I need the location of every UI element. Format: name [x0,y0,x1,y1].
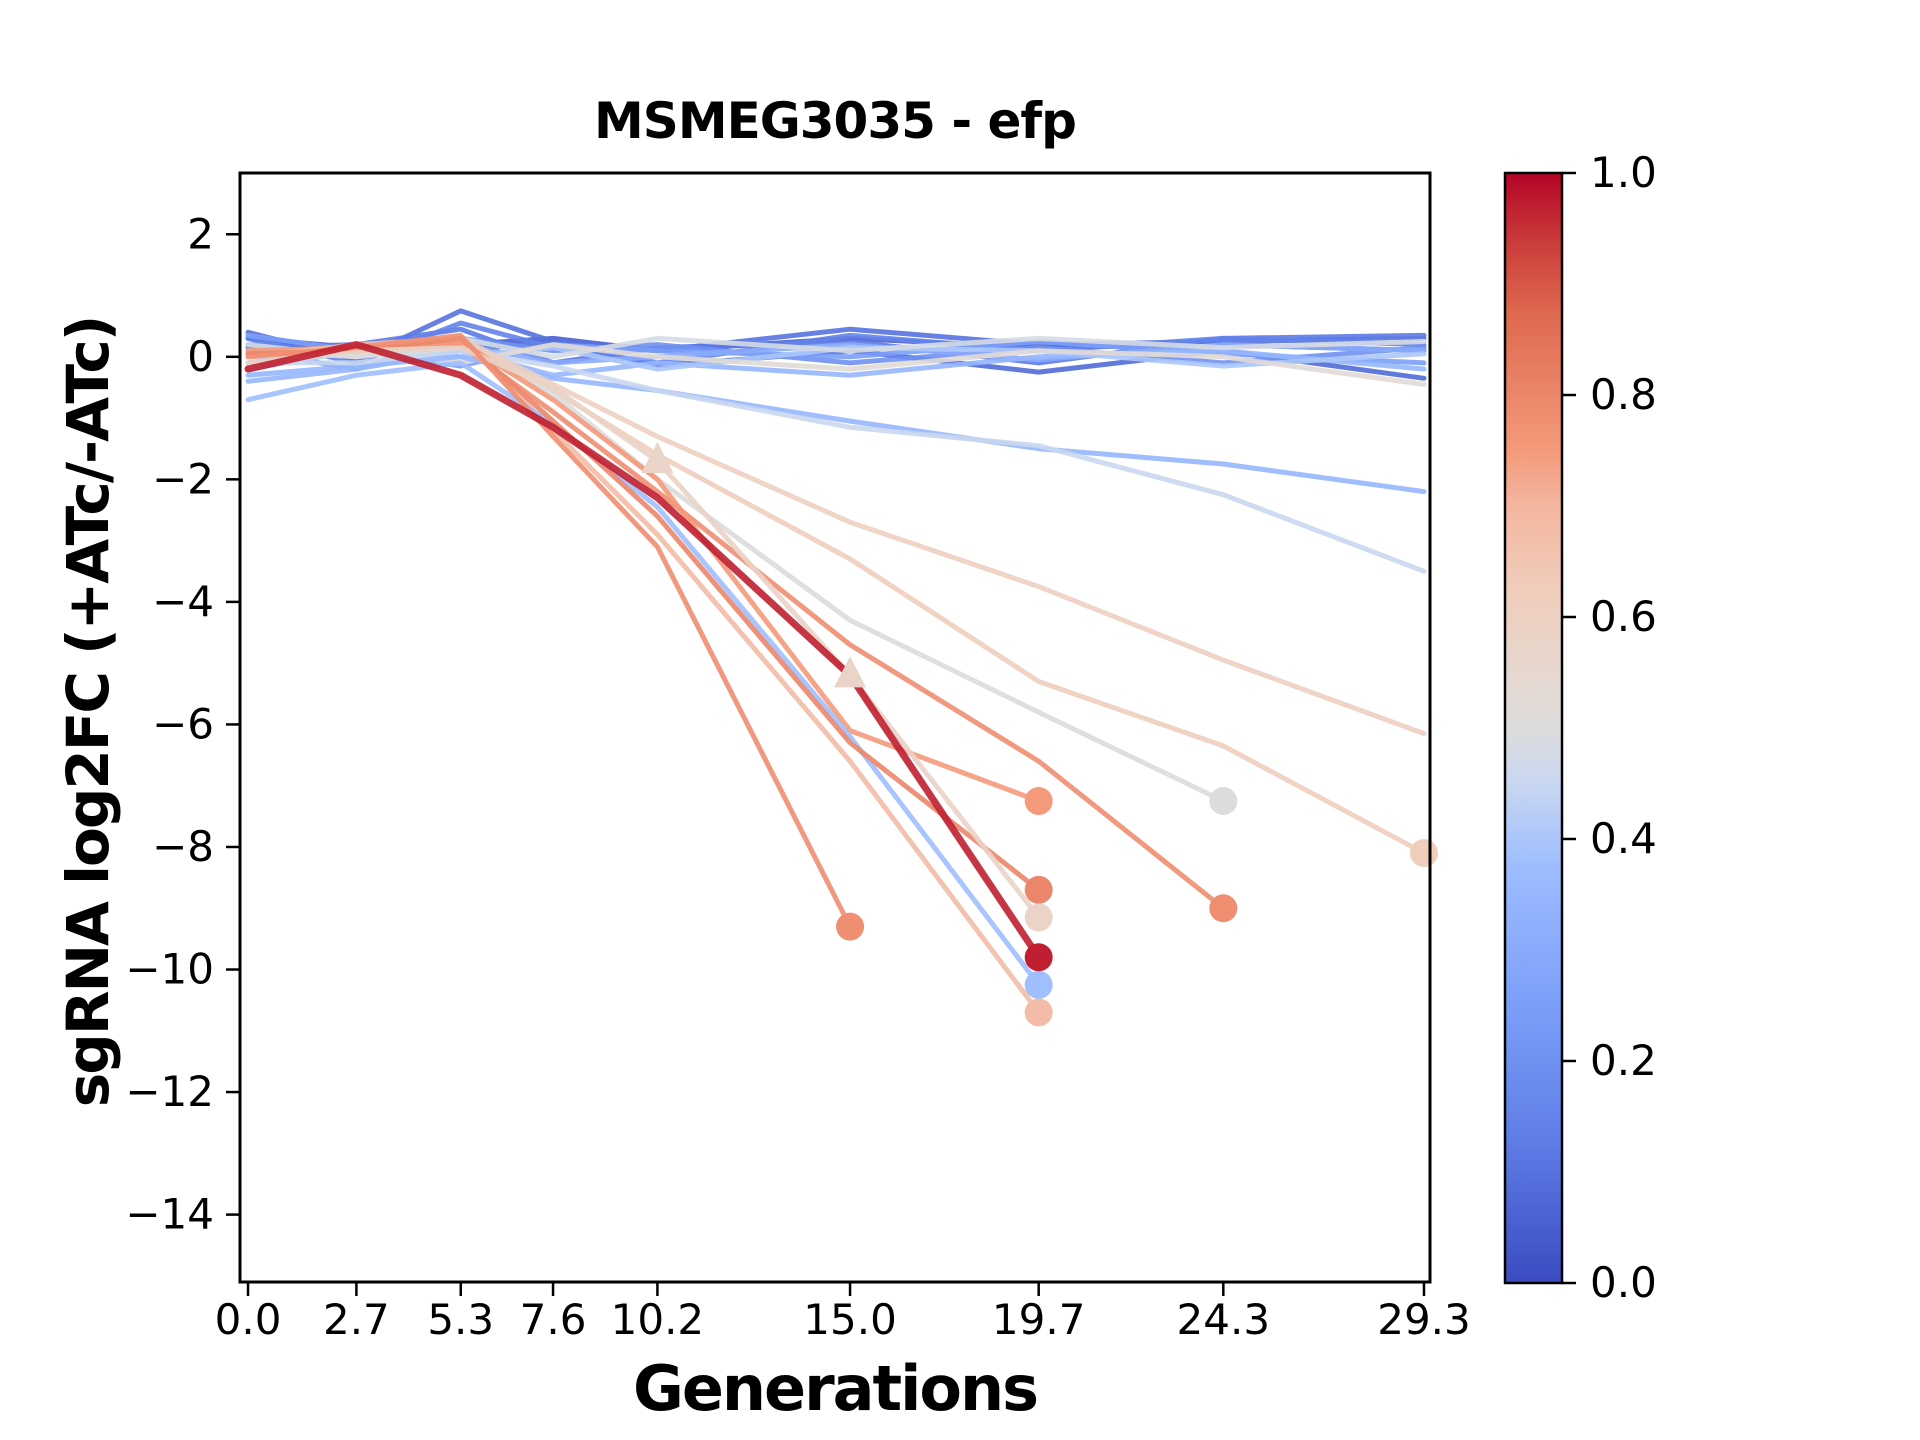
colorbar-tick-label: 0.8 [1590,370,1657,419]
triangle-marker [641,441,674,473]
chart-title: MSMEG3035 - efp [594,92,1077,150]
series-line [245,360,1042,988]
end-marker [1024,943,1053,972]
series-line [245,348,1427,574]
y-tick-label: −14 [125,1190,214,1239]
x-tick-label: 15.0 [803,1295,897,1344]
x-axis-label: Generations [632,1352,1039,1425]
colorbar-tick-label: 0.4 [1590,814,1657,863]
end-marker [1209,787,1238,816]
y-tick-label: −4 [152,577,214,626]
end-marker [1024,787,1053,816]
colorbar-tick-label: 0.6 [1590,592,1657,641]
end-marker [1024,998,1053,1027]
x-tick-label: 10.2 [611,1295,705,1344]
colorbar-tick-label: 0.0 [1590,1258,1657,1307]
x-tick-label: 19.7 [992,1295,1086,1344]
series-line [245,335,1427,737]
y-tick-label: −8 [152,822,214,871]
colorbar-tick-label: 1.0 [1590,148,1657,197]
colorbar [1503,171,1564,1285]
end-marker [1024,903,1053,932]
x-tick-label: 0.0 [215,1295,282,1344]
axes-frame [238,171,1432,1284]
x-tick-label: 2.7 [323,1295,390,1344]
x-tick-label: 7.6 [520,1295,587,1344]
x-tick-label: 29.3 [1377,1295,1471,1344]
y-tick-label: −2 [152,454,214,503]
y-tick-label: 0 [187,332,214,381]
y-tick-label: −10 [125,945,214,994]
end-marker [836,912,865,941]
end-marker [1409,839,1438,868]
triangle-marker [834,656,867,688]
series-line [245,339,1042,804]
x-tick-label: 24.3 [1177,1295,1271,1344]
end-marker [1024,875,1053,904]
y-tick-label: 2 [187,209,214,258]
series-line [245,335,1042,893]
y-tick-label: −6 [152,699,214,748]
y-tick-label: −12 [125,1067,214,1116]
colorbar-tick-label: 0.2 [1590,1036,1657,1085]
series-line [245,335,1042,1015]
end-marker [1209,894,1238,923]
x-tick-label: 5.3 [427,1295,494,1344]
end-marker [1024,970,1053,999]
